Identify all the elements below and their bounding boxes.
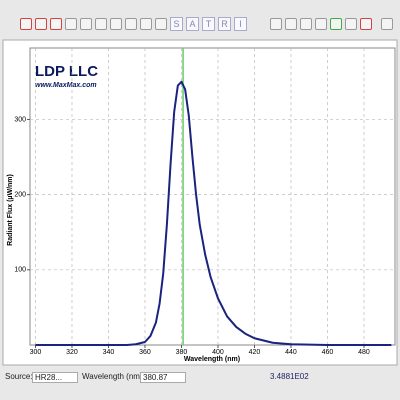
y-axis-label: Radiant Flux (µW/nm) xyxy=(7,174,14,246)
tool-button[interactable] xyxy=(140,18,152,30)
tool-button[interactable] xyxy=(285,18,297,30)
tool-button[interactable] xyxy=(125,18,137,30)
source-label: Source: xyxy=(5,372,33,381)
chart: LDP LLC www.MaxMax.com Wavelength (nm) R… xyxy=(2,39,398,366)
x-tick-label: 460 xyxy=(322,349,334,356)
x-tick-label: 380 xyxy=(176,349,188,356)
letter-button[interactable]: I xyxy=(234,17,247,31)
logo: LDP LLC xyxy=(35,63,98,80)
plot-area xyxy=(29,47,396,346)
spectrum-line xyxy=(35,80,392,346)
wavelength-label: Wavelength (nm): xyxy=(82,372,145,381)
source-select[interactable]: HR28... xyxy=(32,372,78,383)
tool-button[interactable] xyxy=(360,18,372,30)
x-tick-label: 320 xyxy=(66,349,78,356)
y-tick-label: 300 xyxy=(14,116,26,123)
x-tick-label: 360 xyxy=(139,349,151,356)
tool-button[interactable] xyxy=(270,18,282,30)
letter-button[interactable]: S xyxy=(170,17,183,31)
x-tick-label: 400 xyxy=(212,349,224,356)
x-axis-label: Wavelength (nm) xyxy=(184,356,240,363)
letter-button[interactable]: T xyxy=(202,17,215,31)
tool-button[interactable] xyxy=(155,18,167,30)
toolbar-file xyxy=(270,14,393,34)
tool-button[interactable] xyxy=(80,18,92,30)
x-tick-label: 340 xyxy=(103,349,115,356)
status-bar: Source: HR28... Wavelength (nm): 380.87 … xyxy=(0,369,400,385)
tool-button[interactable] xyxy=(95,18,107,30)
tool-button[interactable] xyxy=(315,18,327,30)
x-tick-label: 480 xyxy=(358,349,370,356)
wavelength-input[interactable]: 380.87 xyxy=(140,372,186,383)
logo-url: www.MaxMax.com xyxy=(35,82,97,89)
tool-button[interactable] xyxy=(20,18,32,30)
tool-button[interactable] xyxy=(345,18,357,30)
dropdown-button[interactable] xyxy=(381,18,393,30)
toolbar-zoom xyxy=(20,14,137,34)
letter-button[interactable]: R xyxy=(218,17,231,31)
x-tick-label: 420 xyxy=(249,349,261,356)
tool-button[interactable] xyxy=(35,18,47,30)
x-tick-label: 440 xyxy=(285,349,297,356)
reading: 3.4881E02 xyxy=(270,372,309,381)
y-tick-label: 100 xyxy=(14,267,26,274)
x-tick-label: 300 xyxy=(30,349,42,356)
tool-button[interactable] xyxy=(65,18,77,30)
tool-button[interactable] xyxy=(330,18,342,30)
tool-button[interactable] xyxy=(300,18,312,30)
y-tick-label: 200 xyxy=(14,191,26,198)
tool-button[interactable] xyxy=(110,18,122,30)
tool-button[interactable] xyxy=(50,18,62,30)
letter-button[interactable]: A xyxy=(186,17,199,31)
